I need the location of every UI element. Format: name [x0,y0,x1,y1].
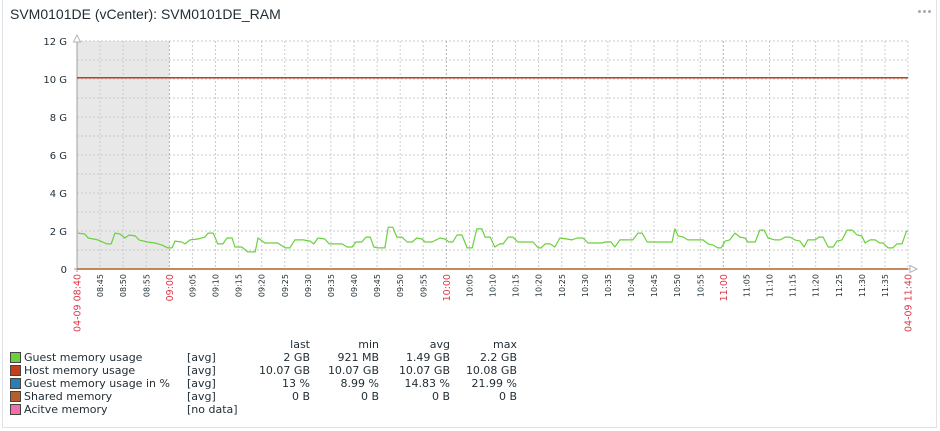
legend-item-host-memory-usage[interactable]: Host memory usage [avg] 10.07 GB 10.07 G… [10,364,530,377]
svg-text:10:05: 10:05 [465,274,474,297]
legend-name: Acitve memory [24,403,108,416]
svg-text:10:10: 10:10 [489,274,498,297]
svg-text:10:00: 10:00 [442,274,453,301]
legend-last: 0 B [291,390,310,403]
svg-text:09:10: 09:10 [212,274,221,297]
legend-col-min: min [358,338,379,351]
svg-text:09:00: 09:00 [165,274,176,301]
x-axis-arrow-icon [909,264,918,274]
svg-text:09:35: 09:35 [327,274,336,297]
svg-text:11:25: 11:25 [835,274,844,297]
svg-text:0: 0 [61,265,67,276]
svg-text:08:50: 08:50 [119,274,128,297]
legend-name: Host memory usage [24,364,136,377]
legend-item-shared-memory[interactable]: Shared memory [avg] 0 B 0 B 0 B 0 B [10,390,530,403]
legend-min: 8.99 % [340,377,379,390]
svg-text:04-09 11:40: 04-09 11:40 [904,274,915,332]
svg-text:12 G: 12 G [43,37,67,48]
svg-text:11:15: 11:15 [789,274,798,297]
legend-last: 2 GB [283,351,310,364]
svg-text:10:45: 10:45 [650,274,659,297]
svg-text:08:55: 08:55 [142,274,151,297]
svg-text:11:00: 11:00 [719,274,730,301]
svg-text:09:05: 09:05 [188,274,197,297]
widget-header: SVM0101DE (vCenter): SVM0101DE_RAM [0,0,940,30]
svg-text:10 G: 10 G [43,75,67,86]
svg-text:10:15: 10:15 [512,274,521,297]
legend-max: 21.99 % [471,377,517,390]
svg-text:10:55: 10:55 [696,274,705,297]
svg-text:10:40: 10:40 [627,274,636,297]
svg-text:10:50: 10:50 [673,274,682,297]
legend-avg: 1.49 GB [405,351,450,364]
svg-text:10:30: 10:30 [581,274,590,297]
legend-min: 10.07 GB [327,364,379,377]
widget-title: SVM0101DE (vCenter): SVM0101DE_RAM [10,6,281,22]
svg-text:11:05: 11:05 [742,274,751,297]
svg-text:11:20: 11:20 [812,274,821,297]
chart-series [77,76,909,270]
legend-min: 0 B [360,390,379,403]
svg-text:11:35: 11:35 [881,274,890,297]
svg-text:04-09 08:40: 04-09 08:40 [73,274,84,332]
legend-avg: 14.83 % [404,377,450,390]
legend-item-active-memory[interactable]: Acitve memory [no data] [10,403,530,416]
svg-text:11:30: 11:30 [858,274,867,297]
svg-text:09:25: 09:25 [281,274,290,297]
legend-col-last: last [290,338,310,351]
svg-text:09:50: 09:50 [396,274,405,297]
svg-text:09:40: 09:40 [350,274,359,297]
svg-text:8 G: 8 G [50,113,67,124]
svg-text:6 G: 6 G [50,151,67,162]
legend-swatch [10,404,21,415]
legend-max: 2.2 GB [479,351,517,364]
legend-max: 0 B [498,390,517,403]
legend-last: 13 % [282,377,310,390]
svg-text:09:30: 09:30 [304,274,313,297]
y-axis-labels: 0 2 G 4 G 6 G 8 G 10 G 12 G [43,37,67,276]
svg-text:10:35: 10:35 [604,274,613,297]
legend-avg: 0 B [431,390,450,403]
svg-text:08:45: 08:45 [96,274,105,297]
legend-min: 921 MB [337,351,379,364]
legend-last: 10.07 GB [258,364,310,377]
svg-text:09:55: 09:55 [419,274,428,297]
svg-text:2 G: 2 G [50,227,67,238]
svg-text:11:10: 11:10 [766,274,775,297]
legend-name: Shared memory [24,390,113,403]
svg-text:10:20: 10:20 [535,274,544,297]
legend-item-guest-memory-usage-percent[interactable]: Guest memory usage in % [avg] 13 % 8.99 … [10,377,530,390]
legend-max: 10.08 GB [465,364,517,377]
legend-swatch [10,365,21,376]
legend-col-avg: avg [429,338,450,351]
legend-name: Guest memory usage [24,351,143,364]
legend-name: Guest memory usage in % [24,377,170,390]
legend-func: [avg] [187,364,216,377]
legend-func: [avg] [187,390,216,403]
vertical-gridlines [99,41,909,269]
svg-text:09:20: 09:20 [258,274,267,297]
legend-func: [no data] [187,403,238,416]
legend-swatch [10,378,21,389]
x-axis-labels: 04-09 08:40 08:45 08:50 08:55 09:00 09:05 09:1… [73,274,915,332]
legend-func: [avg] [187,377,216,390]
y-axis-arrow-icon [72,34,82,43]
ellipsis-icon[interactable] [918,6,934,16]
legend-swatch [10,352,21,363]
legend-swatch [10,391,21,402]
legend-item-guest-memory-usage[interactable]: Guest memory usage [avg] 2 GB 921 MB 1.4… [10,351,530,364]
svg-text:4 G: 4 G [50,189,67,200]
legend-func: [avg] [187,351,216,364]
legend-col-max: max [493,338,517,351]
svg-text:10:25: 10:25 [558,274,567,297]
svg-text:09:45: 09:45 [373,274,382,297]
svg-text:09:15: 09:15 [235,274,244,297]
legend-avg: 10.07 GB [398,364,450,377]
